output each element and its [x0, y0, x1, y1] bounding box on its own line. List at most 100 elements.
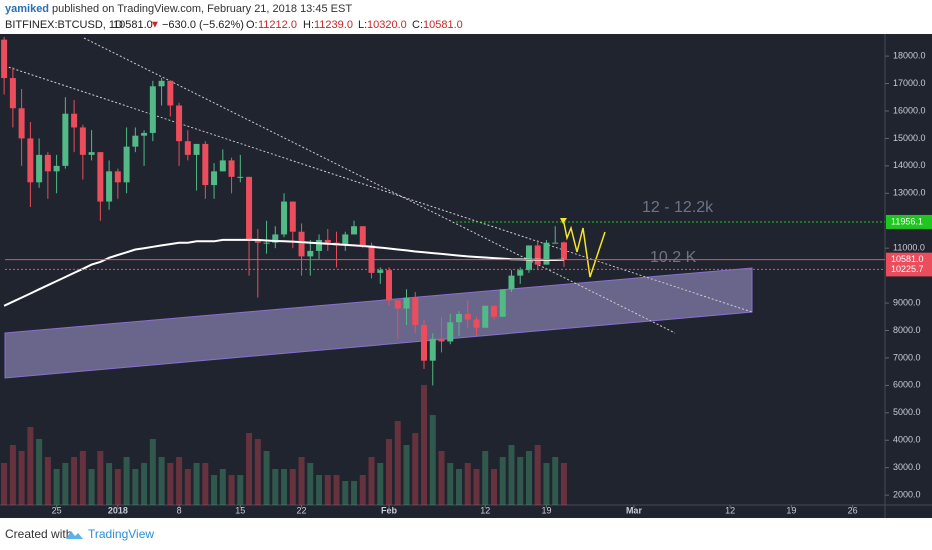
candle-body [377, 270, 384, 273]
symbol: BITFINEX:BTCUSD, 1D [5, 19, 123, 31]
volume-bar [508, 445, 515, 505]
volume-bar [307, 463, 314, 505]
candle-body [184, 141, 191, 155]
volume-bar [176, 457, 183, 505]
volume-bar [298, 457, 305, 505]
volume-bar [386, 439, 393, 505]
x-tick-label: 22 [297, 505, 307, 515]
plot [1, 36, 567, 505]
price-label-bg [886, 262, 932, 277]
volume-bar [62, 463, 69, 505]
author[interactable]: yamiked [5, 3, 49, 15]
candle-body [429, 338, 436, 361]
candle-body [123, 146, 130, 183]
candle-body [517, 270, 524, 276]
candle-body [534, 245, 541, 265]
volume-bar [429, 415, 436, 505]
volume-bar [71, 457, 78, 505]
volume-bar [473, 469, 480, 505]
ohlc-value: 10320.0 [367, 19, 407, 31]
volume-bar [149, 439, 156, 505]
x-tick-label: 2018 [108, 505, 128, 515]
volume-bar [543, 463, 550, 505]
ohlc-value: 10581.0 [423, 19, 463, 31]
candle-body [412, 297, 419, 326]
volume-bar [499, 457, 506, 505]
volume-bar [403, 445, 410, 505]
candle-body [421, 325, 428, 361]
volume-bar [211, 475, 218, 505]
candle-body [482, 305, 489, 328]
candle-body [71, 113, 78, 128]
candle-body [114, 171, 121, 183]
candle-body [167, 80, 174, 106]
y-tick-label: 17000.0 [893, 78, 926, 88]
footer-brand[interactable]: TradingView [88, 527, 154, 541]
y-tick-label: 14000.0 [893, 160, 926, 170]
volume-bar [167, 463, 174, 505]
ohlc-label: H: [303, 19, 314, 31]
x-tick-label: 25 [52, 505, 62, 515]
ohlc-label: L: [358, 19, 367, 31]
volume-bar [106, 463, 113, 505]
volume-bar [394, 421, 401, 505]
volume-bar [97, 451, 104, 505]
candle-body [316, 239, 323, 251]
volume-bar [560, 463, 567, 505]
candle-body [560, 242, 567, 260]
volume-bar [351, 481, 358, 505]
candle-body [368, 245, 375, 273]
y-tick-label: 11000.0 [893, 243, 925, 253]
volume-bar [1, 463, 8, 505]
volume-bar [490, 469, 497, 505]
candle-body [228, 160, 235, 177]
volume-bar [281, 469, 288, 505]
candle-body [464, 314, 471, 320]
volume-bar [237, 475, 244, 505]
candle-body [307, 250, 314, 257]
volume-bar [246, 433, 253, 505]
candle-body [552, 242, 559, 244]
volume-bar [359, 475, 366, 505]
candle-body [525, 245, 532, 271]
y-tick-label: 8000.0 [893, 325, 921, 335]
candle-body [132, 135, 139, 147]
volume-bar [184, 469, 191, 505]
candle-body [263, 242, 270, 244]
candle-body [1, 39, 8, 79]
x-tick-label: 12 [480, 505, 490, 515]
y-tick-label: 5000.0 [893, 407, 921, 417]
candle-body [211, 171, 218, 186]
volume-bar [447, 463, 454, 505]
x-tick-label: Feb [381, 505, 398, 515]
candle-body [246, 176, 253, 240]
projection [562, 217, 606, 278]
volume-bar [114, 469, 121, 505]
last-price: 10581.0 [113, 19, 153, 31]
candle-body [158, 80, 165, 87]
candle-body [237, 176, 244, 178]
volume-bar [219, 469, 226, 505]
candle-body [176, 105, 183, 142]
volume-bar [27, 427, 34, 505]
candle-body [447, 322, 454, 342]
y-tick-label: 2000.0 [893, 489, 921, 499]
volume-bar [272, 469, 279, 505]
plot-bg [0, 34, 932, 518]
candle-body [106, 171, 113, 202]
x-tick-label: 12 [725, 505, 735, 515]
x-tick-label: 19 [786, 505, 796, 515]
candle-body [79, 127, 86, 155]
candle-body [359, 226, 366, 246]
y-tick-label: 7000.0 [893, 352, 921, 362]
candle-body [36, 154, 43, 183]
annotation: 12 - 12.2k [642, 199, 714, 216]
candle-body [97, 152, 104, 202]
y-tick-label: 13000.0 [893, 188, 926, 198]
y-tick-label: 18000.0 [893, 50, 926, 60]
y-tick-label: 6000.0 [893, 380, 921, 390]
volume-bar [421, 385, 428, 505]
footer-bg [0, 518, 932, 550]
